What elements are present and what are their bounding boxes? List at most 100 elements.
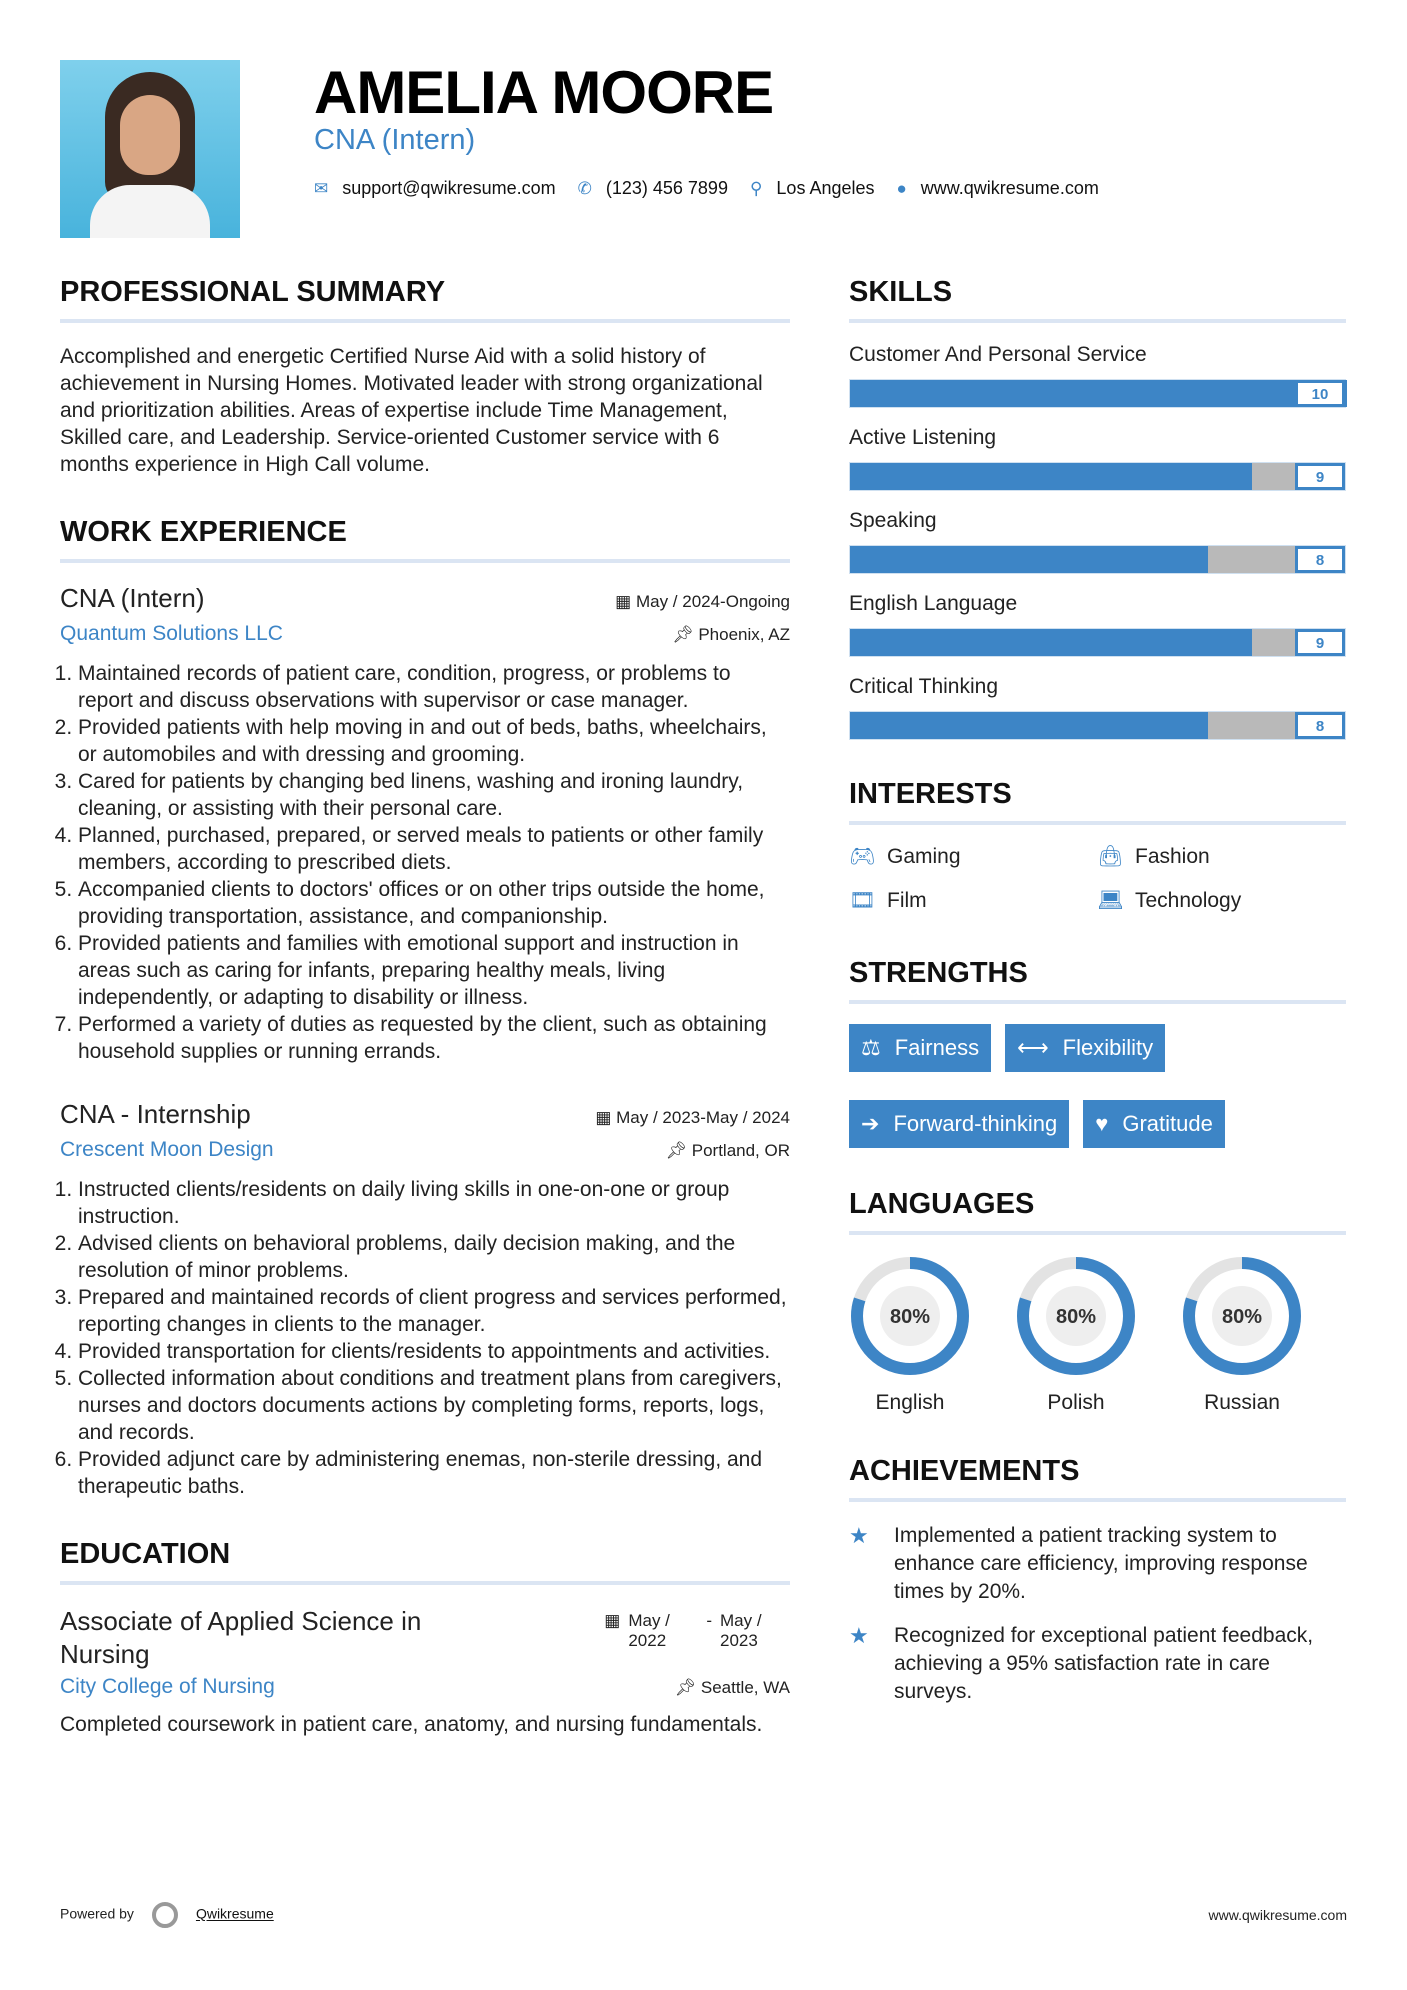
achievements-section: ACHIEVEMENTS ★ Implemented a patient trac… <box>849 1455 1346 1706</box>
skill-item: English Language 9 <box>849 592 1346 657</box>
edu-start: May / 2022 <box>628 1611 670 1650</box>
language-donut: 80% <box>851 1257 969 1375</box>
calendar-icon: ▦ <box>604 1611 621 1630</box>
skill-bar: 8 <box>849 711 1346 740</box>
laptop-icon: 💻︎ <box>1097 889 1124 912</box>
phone: (123) 456 7899 <box>605 178 728 198</box>
pin-icon: 📌︎ <box>665 1141 692 1160</box>
duty-item: Prepared and maintained records of clien… <box>78 1284 790 1338</box>
pin-icon: 📌︎ <box>672 625 699 644</box>
powered-by: Powered by <box>60 1905 134 1922</box>
strength-label: Forward-thinking <box>893 1111 1058 1136</box>
donut-fill <box>1183 1257 1301 1375</box>
brand-link[interactable]: Qwikresume <box>195 1905 274 1922</box>
section-heading: PROFESSIONAL SUMMARY <box>60 276 790 323</box>
location: Los Angeles <box>776 178 875 198</box>
section-heading: ACHIEVEMENTS <box>849 1455 1346 1502</box>
school: City College of Nursing <box>60 1675 275 1698</box>
degree: Associate of Applied Science in Nursing <box>60 1606 422 1669</box>
skill-bar-fill <box>850 712 1208 739</box>
section-heading: EDUCATION <box>60 1538 790 1585</box>
duty-item: Provided transportation for clients/resi… <box>78 1338 790 1365</box>
section-heading: LANGUAGES <box>849 1188 1346 1235</box>
skill-bar-fill <box>850 380 1347 407</box>
calendar-icon: ▦ <box>615 592 636 611</box>
strength-badge: ➔ Forward-thinking <box>849 1100 1070 1148</box>
gamepad-icon: 🎮︎ <box>849 845 876 868</box>
footer: Powered by Qwikresume www.qwikresume.com <box>60 1902 1347 1928</box>
language-percent: 80% <box>1222 1306 1262 1328</box>
skill-bar-fill <box>850 629 1253 656</box>
language-name: Polish <box>1047 1391 1105 1414</box>
job-location: Phoenix, AZ <box>698 625 790 644</box>
section-heading: SKILLS <box>849 276 1346 323</box>
donut-center <box>880 1286 940 1346</box>
calendar-icon: ▦ <box>595 1108 617 1127</box>
duty-item: Provided adjunct care by administering e… <box>78 1446 790 1500</box>
website[interactable]: www.qwikresume.com <box>920 178 1099 198</box>
education-section: EDUCATION Associate of Applied Science i… <box>60 1538 790 1738</box>
skill-bar: 9 <box>849 628 1346 657</box>
work-section: WORK EXPERIENCE CNA (Intern) ▦ May / 2024… <box>60 516 790 1500</box>
language-item: 80% Russian <box>1181 1255 1303 1415</box>
section-heading: WORK EXPERIENCE <box>60 516 790 563</box>
skill-name: Speaking <box>849 509 937 532</box>
donut-center <box>1046 1286 1106 1346</box>
email[interactable]: support@qwikresume.com <box>342 178 556 198</box>
job-location-wrap: 📌︎ Portland, OR <box>665 1141 790 1161</box>
skill-level: 8 <box>1295 712 1345 739</box>
duty-item: Collected information about conditions a… <box>78 1365 790 1446</box>
skill-level: 8 <box>1295 546 1345 573</box>
skill-level: 9 <box>1295 463 1345 490</box>
job-header: CNA (Intern) ▦ May / 2024-Ongoing <box>60 583 790 614</box>
section-heading: STRENGTHS <box>849 957 1346 1004</box>
profile-photo <box>60 60 240 238</box>
strength-label: Fairness <box>894 1035 980 1060</box>
job-date: May / 2023-May / 2024 <box>616 1108 790 1127</box>
skill-bar: 8 <box>849 545 1346 574</box>
company: Quantum Solutions LLC <box>60 622 283 645</box>
summary-text: Accomplished and energetic Certified Nur… <box>60 345 763 476</box>
skill-bar-fill <box>850 546 1208 573</box>
language-donut: 80% <box>1017 1257 1135 1375</box>
skill-item: Critical Thinking 8 <box>849 675 1346 740</box>
right-column: SKILLS Customer And Personal Service 10 Ac… <box>849 276 1347 1722</box>
interests-section: INTERESTS 🎮︎ Gaming 👜︎ Fashion 🎞︎ Film 💻︎ Techn… <box>849 778 1346 913</box>
footer-site[interactable]: www.qwikresume.com <box>1208 1907 1347 1923</box>
arrows-h-icon: ⟷ <box>1017 1035 1049 1060</box>
job-date: May / 2024-Ongoing <box>635 592 790 611</box>
skills-section: SKILLS Customer And Personal Service 10 Ac… <box>849 276 1347 740</box>
job-location-wrap: 📌︎ Phoenix, AZ <box>672 625 790 645</box>
duty-item: Maintained records of patient care, cond… <box>78 660 790 714</box>
job-subheader: Quantum Solutions LLC 📌︎ Phoenix, AZ <box>60 622 790 646</box>
skill-level: 9 <box>1295 629 1345 656</box>
skill-item: Customer And Personal Service 10 <box>849 343 1347 408</box>
donut-fill <box>1017 1257 1135 1375</box>
duty-item: Planned, purchased, prepared, or served … <box>78 822 790 876</box>
duty-item: Performed a variety of duties as request… <box>78 1011 790 1065</box>
skill-bar-fill <box>850 463 1253 490</box>
strength-badge: ♥ Gratitude <box>1083 1100 1225 1148</box>
envelope-icon: ✉ <box>314 178 329 198</box>
languages-section: LANGUAGES 80% English 80% Polish 80% Russian <box>849 1188 1346 1415</box>
achievement-item: ★ Recognized for exceptional patient feed… <box>849 1622 1346 1706</box>
interest-item: 🎮︎ Gaming <box>849 845 1097 869</box>
job-entry: CNA (Intern) ▦ May / 2024-Ongoing Quantum … <box>60 583 790 1065</box>
duty-item: Provided patients with help moving in an… <box>78 714 790 768</box>
strength-label: Gratitude <box>1122 1111 1213 1136</box>
edu-location: Seattle, WA <box>700 1678 790 1697</box>
achievement-item: ★ Implemented a patient tracking system t… <box>849 1522 1346 1606</box>
language-percent: 80% <box>890 1306 930 1328</box>
interest-item: 🎞︎ Film <box>849 889 1097 913</box>
skill-bar: 9 <box>849 462 1346 491</box>
map-marker-icon: ⚲ <box>749 178 763 198</box>
job-location: Portland, OR <box>691 1141 790 1160</box>
arrow-right-icon: ➔ <box>861 1111 880 1136</box>
contact-bar: ✉ support@qwikresume.com ✆ (123) 456 7899 … <box>314 178 1121 199</box>
duty-item: Provided patients and families with emot… <box>78 930 790 1011</box>
duty-item: Cared for patients by changing bed linen… <box>78 768 790 822</box>
skill-name: Critical Thinking <box>849 675 998 698</box>
interest-label: Film <box>887 889 927 912</box>
job-title: CNA - Internship <box>60 1099 251 1129</box>
skill-name: Customer And Personal Service <box>849 343 1147 366</box>
